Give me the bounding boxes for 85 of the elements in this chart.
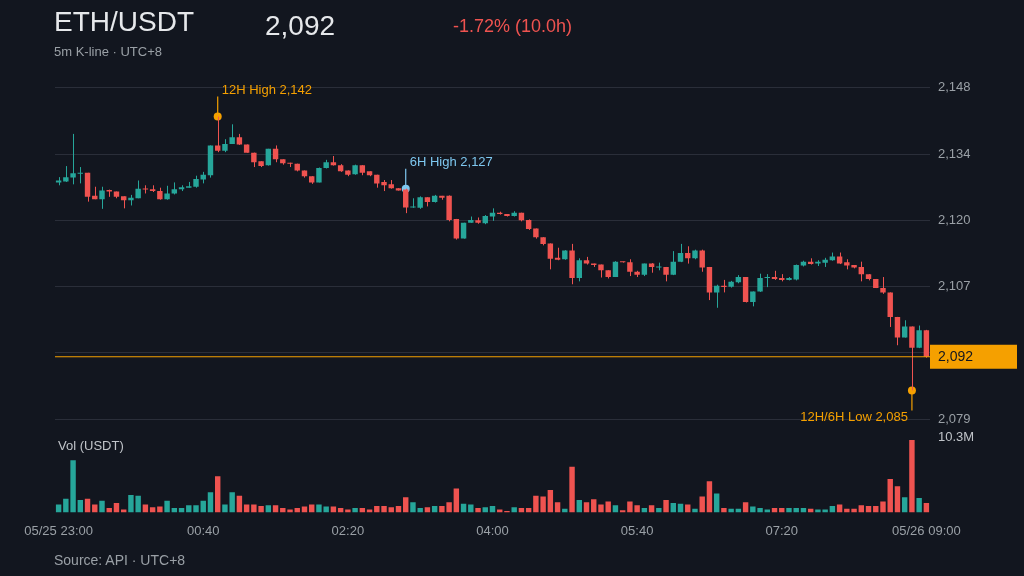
x-tick-label: 02:20: [331, 522, 365, 538]
ref-line-label: 2,092: [938, 347, 974, 364]
chart-title: ETH/USDT: [54, 6, 194, 38]
bar: [424, 507, 431, 513]
y-tick-label: 2,079: [938, 410, 971, 426]
text: 10.3M: [938, 429, 975, 444]
bar: [786, 508, 792, 513]
candlestick: [670, 250, 676, 276]
bar: [591, 499, 597, 513]
bar: [554, 502, 561, 513]
candlestick: [894, 316, 901, 346]
candlestick: [576, 257, 582, 282]
bar: [547, 489, 554, 513]
bar: [403, 497, 409, 513]
bar: [685, 504, 691, 513]
x-tick-label: 07:20: [765, 522, 799, 538]
bar: [157, 506, 163, 513]
bar: [193, 505, 199, 513]
annotation: 6H High 2,127: [409, 154, 493, 170]
bar: [475, 508, 481, 513]
bar: [742, 502, 749, 513]
x-tick-label: 05/26 09:00: [892, 522, 961, 538]
bar: [909, 440, 915, 513]
bar: [569, 466, 575, 513]
y-tick-label: 2,148: [938, 79, 971, 95]
bar: [612, 505, 619, 513]
bar: [207, 492, 214, 513]
bar: [894, 486, 901, 513]
bar: [468, 504, 474, 513]
bar: [265, 505, 272, 513]
bar: [583, 502, 590, 513]
text: -1.72% (10.0h): [453, 16, 573, 37]
candlestick: [764, 273, 771, 288]
annotation: 12H High 2,142: [221, 82, 313, 98]
bar: [272, 505, 279, 513]
bar: [576, 500, 582, 513]
candlestick: [77, 166, 84, 184]
bar: [309, 504, 315, 513]
bar: [858, 505, 865, 513]
bar: [99, 500, 105, 513]
bar: [721, 508, 727, 513]
bar: [887, 479, 893, 513]
bar: [692, 508, 698, 513]
source-note: Source: API · UTC+8: [54, 552, 186, 568]
x-tick-label: 04:00: [476, 522, 509, 538]
bar: [836, 504, 843, 513]
bar: [706, 481, 713, 513]
candlestick: [99, 186, 105, 210]
bar: [880, 501, 886, 513]
bar: [562, 508, 568, 513]
bar: [656, 508, 662, 513]
y-tick-label: 2,107: [938, 278, 971, 294]
bar: [215, 476, 221, 513]
bar: [186, 505, 192, 513]
candlestick: [229, 123, 235, 145]
x-tick-label: 05/25 23:00: [24, 522, 93, 538]
bar: [55, 504, 62, 513]
bar: [728, 508, 734, 513]
bar: [482, 507, 488, 513]
x-tick-label: 00:40: [186, 522, 220, 538]
bar: [243, 504, 250, 513]
candlestick: [757, 273, 763, 293]
text: 2,092: [265, 10, 336, 42]
y-tick-label: 2,120: [938, 211, 971, 227]
x-tick-label: 05:40: [620, 522, 654, 538]
y-tick-label: 2,134: [938, 145, 971, 161]
chart-title: Vol (USDT): [58, 438, 124, 453]
chart-subtitle: 5m K-line · UTC+8: [54, 44, 162, 59]
bar: [164, 500, 170, 513]
bar: [77, 500, 84, 513]
candlestick: [699, 249, 705, 273]
bar: [142, 504, 149, 513]
candlestick: [547, 242, 554, 270]
bar: [901, 497, 908, 513]
bar: [699, 496, 705, 513]
bar: [149, 507, 156, 513]
bar: [388, 507, 394, 513]
bar: [916, 497, 922, 513]
bar: [663, 500, 669, 513]
candlestick: [858, 261, 865, 282]
annotation: 12H/6H Low 2,085: [800, 408, 908, 424]
bar: [648, 505, 655, 513]
bar: [352, 508, 358, 513]
bar: [511, 507, 517, 513]
bar: [92, 504, 98, 513]
